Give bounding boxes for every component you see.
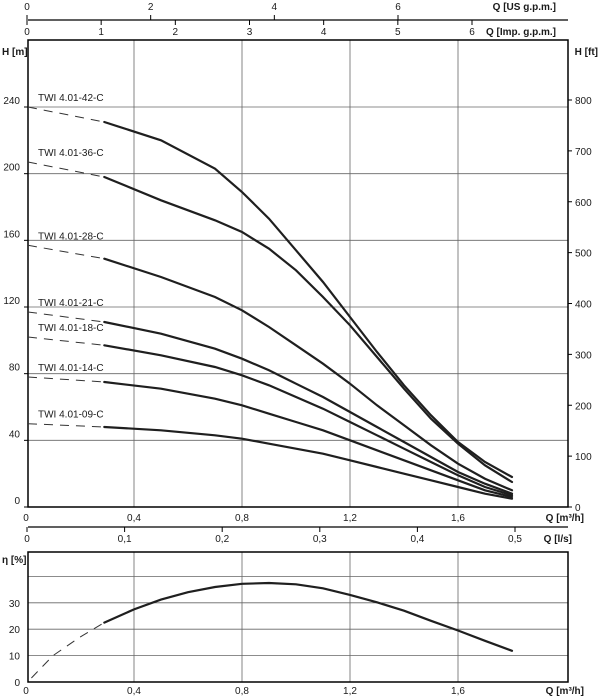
efficiency-chart: 0 0,1 0,2 0,3 0,4 0,5 Q [l/s] η [%] 0 10 20 30 0 0,4 0… [2,527,584,696]
efficiency-curve [103,581,514,652]
us-gpm-axis-title: Q [US g.p.m.] [493,2,556,13]
curve-label-twi-4-01-14-c: TWI 4.01-14-C [38,363,104,374]
curve-label-twi-4-01-18-c: TWI 4.01-18-C [38,323,104,334]
head-dash-twi-4-01-21-c [27,311,105,323]
head-m-tick-0: 0 [14,496,20,507]
eff-x-axis-title: Q [m³/h] [546,686,584,696]
curve-label-twi-4-01-28-c: TWI 4.01-28-C [38,231,104,242]
head-curve-twi-4-01-36-c [103,175,514,484]
ls-tick-1: 0,1 [118,534,132,545]
eff-y-tick-3: 30 [9,599,21,610]
curve-label-twi-4-01-36-c: TWI 4.01-36-C [38,148,104,159]
head-ft-tick-4: 400 [575,300,592,311]
head-x-tick-2: 0,8 [235,513,249,524]
head-m-axis-title: H [m] [2,47,28,58]
head-m-tick-3: 120 [3,296,20,307]
imp-gpm-tick-3: 3 [247,27,253,38]
head-x-tick-1: 0,4 [127,513,141,524]
curve-label-twi-4-01-21-c: TWI 4.01-21-C [38,298,104,309]
curve-label-twi-4-01-42-c: TWI 4.01-42-C [38,93,104,104]
head-dash-twi-4-01-28-c [27,244,105,260]
head-x-tick-4: 1,6 [451,513,465,524]
head-curve-twi-4-01-42-c [103,120,514,479]
head-ft-tick-0: 0 [575,503,581,514]
head-ft-tick-8: 800 [575,96,592,107]
imp-gpm-tick-0: 0 [24,27,30,38]
head-x-axis-title: Q [m³/h] [546,513,584,524]
us-gpm-tick-2: 4 [272,2,278,13]
eff-x-tick-4: 1,6 [451,686,465,696]
ls-tick-0: 0 [24,534,30,545]
head-ft-tick-3: 300 [575,350,592,361]
us-gpm-tick-3: 6 [395,2,401,13]
head-dash-twi-4-01-36-c [27,161,105,178]
head-m-tick-4: 160 [3,229,20,240]
eff-y-tick-2: 20 [9,625,21,636]
ls-tick-5: 0,5 [508,534,522,545]
curve-label-twi-4-01-09-c: TWI 4.01-09-C [38,410,104,421]
us-gpm-tick-1: 2 [148,2,154,13]
eff-x-tick-0: 0 [23,686,29,696]
ls-tick-2: 0,2 [215,534,229,545]
head-curve-twi-4-01-18-c [103,344,514,497]
imp-gpm-tick-4: 4 [321,27,327,38]
us-gpm-tick-0: 0 [24,2,30,13]
head-ft-tick-7: 700 [575,147,592,158]
head-curve-twi-4-01-28-c [103,257,514,492]
head-plot-frame [27,39,569,508]
head-dash-twi-4-01-18-c [27,336,105,346]
imp-gpm-tick-6: 6 [469,27,475,38]
efficiency-dash [31,622,105,679]
head-curve-twi-4-01-14-c [103,380,514,499]
head-dash-twi-4-01-09-c [27,423,105,428]
ls-tick-4: 0,4 [410,534,424,545]
head-curve-twi-4-01-21-c [103,320,514,495]
head-ft-tick-5: 500 [575,249,592,260]
eff-y-tick-1: 10 [9,652,21,663]
head-m-tick-5: 200 [3,163,20,174]
ls-axis-title: Q [l/s] [544,534,572,545]
head-x-tick-3: 1,2 [343,513,357,524]
ls-tick-3: 0,3 [313,534,327,545]
head-m-tick-2: 80 [9,363,21,374]
eff-x-tick-2: 0,8 [235,686,249,696]
imp-gpm-tick-5: 5 [395,27,401,38]
head-ft-tick-1: 100 [575,452,592,463]
head-ft-axis-title: H [ft] [575,47,598,58]
head-dash-twi-4-01-42-c [27,106,105,123]
head-dash-twi-4-01-14-c [27,376,105,383]
eff-y-tick-0: 0 [14,678,20,689]
eff-x-tick-1: 0,4 [127,686,141,696]
head-ft-tick-6: 600 [575,198,592,209]
imp-gpm-axis-title: Q [Imp. g.p.m.] [486,27,556,38]
eff-axis-title: η [%] [2,555,26,566]
head-curve-twi-4-01-09-c [103,425,514,500]
eff-x-tick-3: 1,2 [343,686,357,696]
head-x-tick-0: 0 [23,513,29,524]
head-ft-tick-2: 200 [575,401,592,412]
head-m-tick-6: 240 [3,96,20,107]
imp-gpm-tick-1: 1 [98,27,104,38]
imp-gpm-tick-2: 2 [173,27,179,38]
head-m-tick-1: 40 [9,429,21,440]
head-chart: 0 2 4 6 Q [US g.p.m.] 0 1 2 3 4 5 6 Q [Imp. g.p.m.] H… [2,2,598,528]
eff-plot-frame [27,551,569,683]
